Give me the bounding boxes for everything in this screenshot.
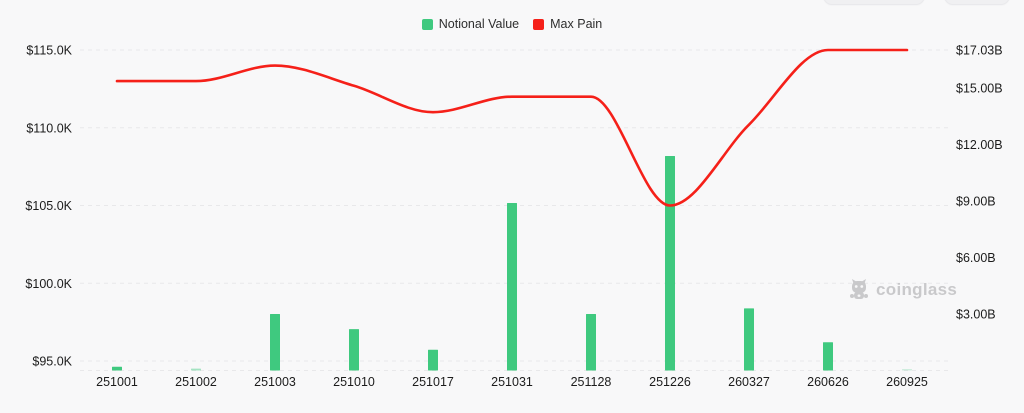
x-axis-category-label: 251001 xyxy=(96,375,138,389)
x-axis-category-label: 251226 xyxy=(649,375,691,389)
legend-label-notional-value: Notional Value xyxy=(438,16,520,31)
notional-value-swatch-icon xyxy=(421,18,433,30)
x-axis-category-label: 251017 xyxy=(412,375,454,389)
right-axis-tick-label: $3.00B xyxy=(956,308,996,322)
left-axis-tick-label: $100.0K xyxy=(25,277,72,291)
right-axis-tick-label: $6.00B xyxy=(956,251,996,265)
notional-value-bar[interactable] xyxy=(507,203,517,371)
notional-value-bar[interactable] xyxy=(665,155,675,371)
x-axis-category-label: 251003 xyxy=(254,375,296,389)
x-axis-category-label: 260626 xyxy=(807,375,849,389)
left-axis-tick-label: $105.0K xyxy=(25,199,72,213)
notional-value-bar[interactable] xyxy=(586,314,596,371)
x-axis-category-label: 260925 xyxy=(886,375,928,389)
right-axis-tick-label: $9.00B xyxy=(956,195,996,209)
x-axis-category-label: 260327 xyxy=(728,375,770,389)
notional-value-bar[interactable] xyxy=(112,366,122,371)
x-axis-category-label: 251128 xyxy=(571,375,612,389)
right-axis-tick-label: $17.03B xyxy=(956,44,1003,58)
notional-value-bar[interactable] xyxy=(428,349,438,371)
x-axis-category-label: 251010 xyxy=(333,375,375,389)
notional-value-bar[interactable] xyxy=(270,314,280,371)
notional-value-bar[interactable] xyxy=(349,329,359,371)
right-axis-tick-label: $12.00B xyxy=(956,138,1003,152)
left-axis-tick-label: $115.0K xyxy=(26,44,72,58)
x-axis-category-label: 251031 xyxy=(491,375,533,389)
notional-value-bar[interactable] xyxy=(823,342,833,371)
legend-item-max-pain[interactable]: Max Pain xyxy=(533,18,602,31)
right-axis-tick-label: $15.00B xyxy=(956,82,1003,96)
notional-value-bar[interactable] xyxy=(744,308,754,371)
legend-label-max-pain: Max Pain xyxy=(550,16,603,31)
notional-value-bar[interactable] xyxy=(902,368,912,371)
max-pain-line[interactable] xyxy=(115,48,909,207)
max-pain-swatch-icon xyxy=(533,18,545,30)
left-axis-tick-label: $110.0K xyxy=(26,121,72,135)
legend-item-notional-value[interactable]: Notional Value xyxy=(421,16,520,31)
left-axis-tick-label: $95.0K xyxy=(32,355,72,369)
x-axis-category-label: 251002 xyxy=(175,375,217,389)
chart-legend: Notional Value Max Pain xyxy=(0,16,1024,32)
notional-value-bar[interactable] xyxy=(191,368,201,371)
